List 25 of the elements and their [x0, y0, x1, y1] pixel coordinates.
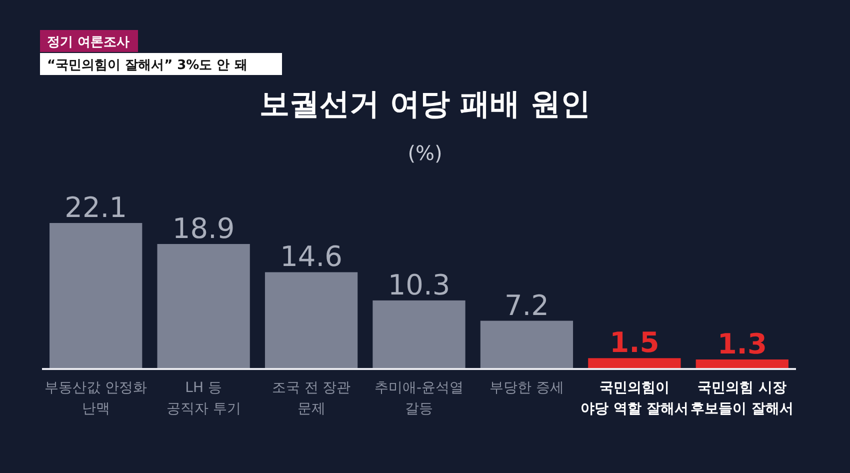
chart-subtitle: (%) — [408, 141, 442, 165]
bar — [480, 320, 574, 368]
data-label: 1.5 — [610, 326, 660, 360]
data-label: 14.6 — [280, 240, 342, 274]
x-tick-label: 국민의힘 시장 후보들이 잘해서 — [690, 380, 794, 417]
bar — [696, 359, 788, 368]
x-tick-label: 추미애-윤석열 갈등 — [374, 380, 464, 417]
x-tick-label: 국민의힘이 야당 역할 잘해서 — [580, 380, 688, 417]
x-tick-label: 조국 전 장관 문제 — [272, 380, 351, 417]
data-label: 7.2 — [504, 288, 549, 322]
bar — [157, 244, 250, 368]
chart-title: 보궐선거 여당 패배 원인 — [259, 87, 591, 122]
text: “국민의힘이 잘해서” 3%도 안 돼 — [47, 58, 248, 73]
data-label: 1.3 — [717, 327, 767, 360]
data-label: 10.3 — [388, 268, 450, 302]
text: 정기 여론조사 — [47, 35, 130, 50]
x-tick-label: 부당한 증세 — [489, 380, 564, 396]
bar — [50, 223, 142, 368]
data-label: 18.9 — [172, 212, 235, 245]
bar — [372, 300, 466, 368]
bar — [588, 358, 681, 368]
data-label: 22.1 — [64, 191, 128, 224]
x-tick-label: 부동산값 안정화 난맥 — [44, 380, 148, 417]
x-tick-label: LH 등 공직자 투기 — [166, 380, 241, 417]
bar — [264, 272, 358, 368]
